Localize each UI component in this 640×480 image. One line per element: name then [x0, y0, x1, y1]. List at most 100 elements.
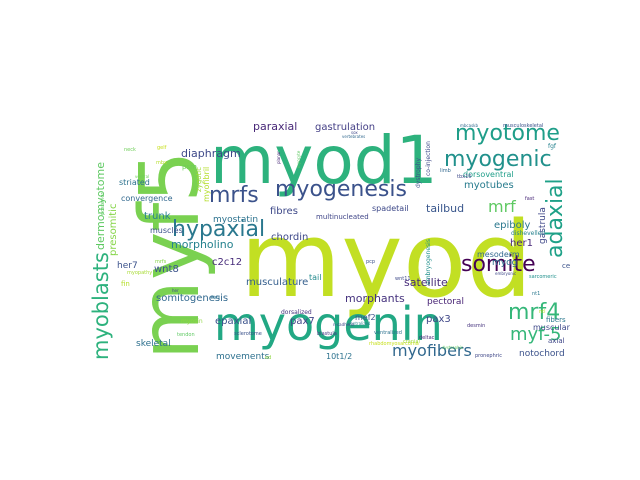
word-pcp: pcp — [366, 259, 375, 265]
word-myotome: myotome — [455, 121, 560, 146]
word-myostatin: myostatin — [213, 215, 258, 225]
word-desmin: desmin — [467, 323, 485, 329]
word-dorsalized: dorsalized — [281, 309, 312, 316]
word-ntl: ntl — [539, 309, 546, 315]
word-dystrophy: dystrophy — [415, 158, 422, 188]
word-myf5: myf5 — [123, 151, 218, 360]
word-her7: her7 — [117, 261, 138, 271]
word-gastrulation: gastrulation — [315, 122, 375, 133]
word-gelf: gelf — [157, 145, 167, 151]
word-muscular: muscular — [533, 323, 571, 332]
word-ventralized: ventralized — [374, 330, 402, 336]
word-somitogenesis: somitogenesis — [156, 293, 228, 304]
word-fibres: fibres — [270, 206, 298, 217]
word-wnt11: wnt11 — [395, 276, 411, 282]
word-n-cadherin: n-cadherin — [333, 322, 355, 327]
word-myogenin: myogenin — [214, 297, 443, 351]
word-myocyte: myocyte — [296, 150, 301, 168]
word-dermomyotome: dermomyotome — [94, 162, 107, 250]
word-myf-5: myf-5 — [510, 324, 562, 345]
word-sox: sox — [351, 130, 358, 135]
word-myod1: myod1 — [210, 122, 438, 199]
word-co-injection: co-injection — [425, 141, 432, 176]
word-mrf4: mrf4 — [508, 300, 560, 325]
word-gastrula: gastrula — [538, 207, 548, 244]
word-tendon: tendon — [177, 332, 195, 338]
word-rhabdomyosarcoma: rhabdomyosarcoma — [369, 341, 419, 347]
word-epaxial: epaxial — [215, 316, 251, 327]
word-planar: planar — [276, 151, 281, 164]
word-deltac: deltac — [419, 335, 435, 341]
word-hypaxial: hypaxial — [172, 217, 265, 242]
word-notochord: notochord — [519, 349, 565, 359]
word-presomitic: presomitic — [108, 204, 119, 256]
word-myofibril: myofibril — [202, 167, 211, 202]
word-dystrophic: dystrophic — [442, 345, 463, 350]
word-myogenesis: myogenesis — [275, 177, 407, 202]
word-10t1-2: 10t1/2 — [326, 352, 352, 361]
word-fibril: fibril — [211, 295, 220, 300]
word-multinucleated: multinucleated — [316, 213, 369, 221]
word-axial: axial — [548, 337, 565, 345]
word-mesoderm: mesoderm — [477, 250, 520, 259]
word-morphants: morphants — [345, 292, 405, 305]
word-mrf: mrf — [488, 197, 516, 216]
word-pax7: pax7 — [290, 316, 315, 327]
word-morpholino: morpholino — [171, 238, 234, 251]
word-diaphragm: diaphragm — [181, 147, 241, 160]
word-fast: fast — [525, 196, 534, 202]
word-fin: fin — [121, 280, 130, 288]
word-mef2: mef2 — [355, 313, 376, 322]
word-cranial: cranial — [403, 339, 420, 345]
word-myod: myod — [240, 199, 533, 321]
word-skeletal: skeletal — [136, 339, 171, 349]
word-chordin: chordin — [271, 232, 308, 243]
word-tail: tail — [309, 273, 321, 282]
word-myoblasts: myoblasts — [89, 252, 113, 360]
word-myosin: myosin — [181, 318, 203, 325]
word-fgf: fgf — [548, 143, 557, 150]
word-vertebrates: vertebrates — [342, 134, 365, 139]
word-musculature: musculature — [246, 277, 308, 288]
word-myogenic: myogenic — [444, 147, 552, 172]
word-satellite: satellite — [404, 276, 448, 289]
word-ventral: ventral — [135, 174, 149, 179]
word-myopathy: myopathy — [127, 270, 152, 276]
word-zygotic: zygotic — [195, 167, 203, 192]
word-posterior: posterior — [100, 192, 106, 215]
word-epiboly: epiboly — [494, 220, 531, 231]
word-mrfs: mrfs — [209, 183, 259, 208]
word-fibers: fibers — [546, 316, 566, 324]
word-tailbud: tailbud — [426, 202, 464, 215]
word-myofibers: myofibers — [392, 341, 472, 360]
word-adaxial: adaxial — [543, 178, 568, 258]
word-tbx16: tbx16 — [457, 174, 471, 180]
word-wnt8: wnt8 — [154, 264, 179, 275]
word-blastula: blastula — [317, 331, 337, 337]
word-mbx: mbx — [156, 160, 167, 166]
word-somite: somite — [461, 252, 536, 277]
word-dishevelled: dishevelled — [511, 230, 545, 237]
word-convergence: convergence — [121, 194, 173, 203]
word-ce: ce — [562, 262, 570, 270]
word-sarcomeric: sarcomeric — [529, 274, 557, 280]
word-trunk: trunk — [144, 211, 171, 222]
word-movements: movements — [216, 352, 270, 362]
word-her: her — [172, 288, 179, 293]
word-paraxial: paraxial — [253, 120, 297, 133]
word-muscles: muscles — [150, 226, 183, 235]
word-pectoral: pectoral — [427, 297, 464, 307]
word-embryonic: embryonic — [495, 271, 516, 276]
word-sclerotome: sclerotome — [234, 331, 262, 337]
word-mrfs-small: mrfs — [155, 259, 167, 265]
word-pronephric: pronephric — [475, 353, 502, 359]
word-myotubes: myotubes — [464, 180, 514, 191]
word-limb: limb — [440, 168, 451, 174]
word-ventralized-small: ventralized — [348, 321, 371, 326]
word-pax3: pax3 — [426, 314, 451, 325]
word-c2c12: c2c12 — [212, 257, 242, 268]
word-nt1: nt1 — [532, 291, 540, 297]
word-musculoskeletal: musculoskeletal — [503, 123, 543, 129]
word-neck: neck — [124, 147, 136, 153]
word-striated: striated — [119, 178, 150, 187]
